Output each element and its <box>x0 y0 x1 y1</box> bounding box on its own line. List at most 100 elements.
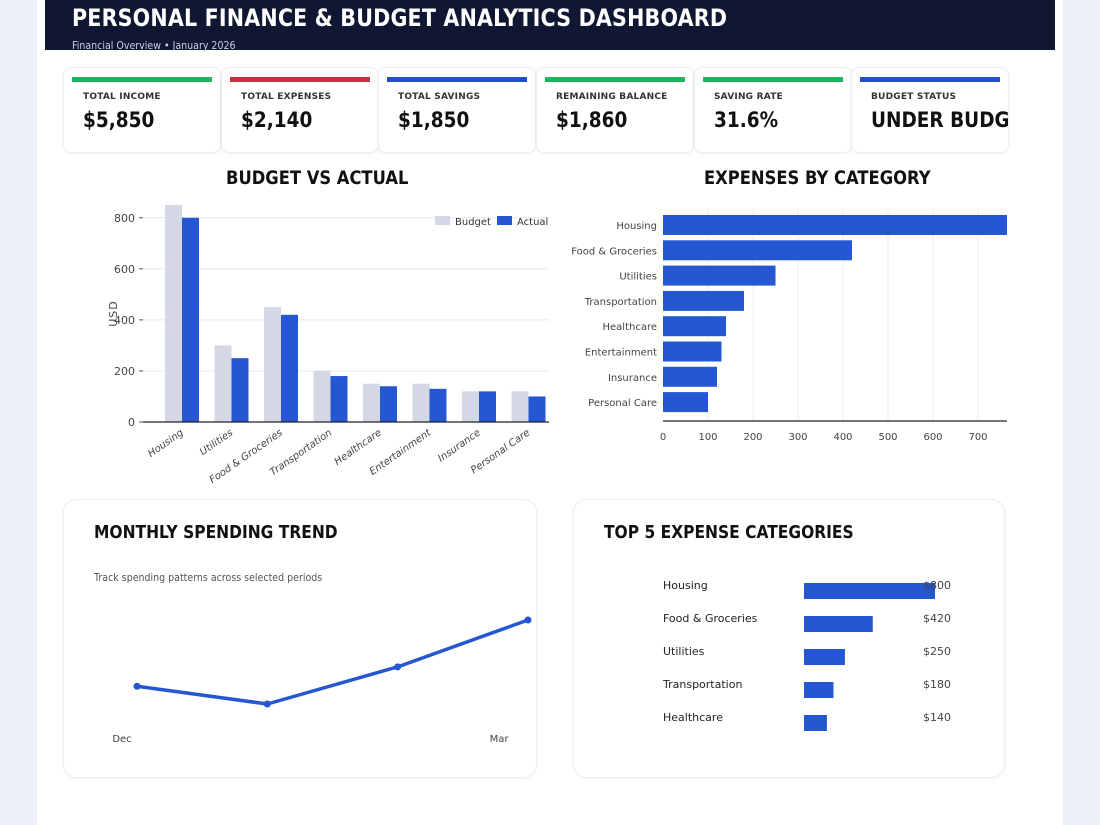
x-tick-label: 0 <box>660 432 666 443</box>
dashboard-subtitle: Financial Overview • January 2026 <box>72 39 236 52</box>
y-tick-label: Personal Care <box>588 398 657 409</box>
expenses-by-category-title: EXPENSES BY CATEGORY <box>704 167 931 189</box>
dashboard-title: PERSONAL FINANCE & BUDGET ANALYTICS DASH… <box>72 4 728 32</box>
kpi-value: 31.6% <box>714 108 779 132</box>
bar <box>663 240 852 261</box>
kpi-label: TOTAL EXPENSES <box>241 92 332 102</box>
kpi-card: REMAINING BALANCE $1,860 <box>536 67 694 153</box>
kpi-accent-bar <box>387 77 527 82</box>
x-tick-label: Utilities <box>198 427 235 458</box>
bar <box>663 215 1007 235</box>
kpi-card: SAVING RATE 31.6% <box>694 67 852 153</box>
category-label: Housing <box>663 579 708 592</box>
bar-actual <box>182 217 199 422</box>
bar <box>804 616 873 632</box>
category-label: Healthcare <box>663 711 723 724</box>
category-label: Utilities <box>663 645 705 658</box>
kpi-value: $1,850 <box>398 108 470 132</box>
kpi-accent-bar <box>545 77 685 82</box>
x-tick-label: 500 <box>878 432 897 443</box>
bar <box>663 341 722 362</box>
x-tick-label: 600 <box>923 432 942 443</box>
legend-swatch <box>497 216 512 225</box>
kpi-card: TOTAL EXPENSES $2,140 <box>221 67 379 153</box>
bar-actual <box>231 358 249 422</box>
y-tick-label: 200 <box>114 365 135 378</box>
bar-budget <box>412 383 430 422</box>
value-label: $800 <box>923 579 951 592</box>
bar-actual <box>281 314 298 422</box>
bar-actual <box>330 376 348 422</box>
top5-expenses-chart: Housing $800 Food & Groceries $420 Utilities… <box>662 579 951 731</box>
y-tick-label: 600 <box>114 263 135 276</box>
y-tick-label: Healthcare <box>602 322 657 333</box>
y-tick-label: 400 <box>114 314 135 327</box>
kpi-card: TOTAL INCOME $5,850 <box>63 67 221 153</box>
value-label: $180 <box>923 678 951 691</box>
budget-vs-actual-title: BUDGET VS ACTUAL <box>226 167 409 189</box>
bar <box>804 715 827 731</box>
kpi-value: UNDER BUDGET <box>871 108 1009 132</box>
y-tick-label: Entertainment <box>585 348 657 359</box>
legend-label: Actual <box>517 217 548 228</box>
y-tick-label: Insurance <box>608 373 657 384</box>
bar-budget <box>363 383 380 422</box>
value-label: $250 <box>923 645 951 658</box>
bar <box>663 316 726 337</box>
x-tick-label: Mar <box>490 734 510 745</box>
top5-expenses-title: TOP 5 EXPENSE CATEGORIES <box>604 522 854 543</box>
kpi-label: TOTAL SAVINGS <box>398 92 481 102</box>
kpi-label: TOTAL INCOME <box>83 92 161 102</box>
monthly-spending-card: MONTHLY SPENDING TREND Track spending pa… <box>63 499 537 778</box>
bar <box>804 583 935 599</box>
bar <box>804 682 834 698</box>
kpi-label: REMAINING BALANCE <box>556 92 668 102</box>
trend-point <box>133 682 141 690</box>
expenses-by-category-chart: 0100200300400500600700800HousingFood & G… <box>571 208 1007 443</box>
x-tick-label: Housing <box>146 427 186 459</box>
bar <box>663 290 744 311</box>
bar-actual <box>380 386 397 422</box>
trend-point <box>263 700 271 708</box>
kpi-value: $1,860 <box>556 108 628 132</box>
dashboard-header: PERSONAL FINANCE & BUDGET ANALYTICS DASH… <box>45 0 1055 52</box>
x-tick-label: Insurance <box>436 427 482 464</box>
dashboard-page: PERSONAL FINANCE & BUDGET ANALYTICS DASH… <box>37 0 1063 825</box>
category-label: Transportation <box>662 678 742 691</box>
monthly-spending-title: MONTHLY SPENDING TREND <box>94 522 338 543</box>
kpi-accent-bar <box>230 77 370 82</box>
y-tick-label: Housing <box>616 221 657 232</box>
y-axis-label: USD <box>107 300 120 327</box>
x-tick-label: 400 <box>833 432 852 443</box>
x-tick-label: 100 <box>698 432 717 443</box>
kpi-card: TOTAL SAVINGS $1,850 <box>378 67 536 153</box>
x-tick-label: 300 <box>788 432 807 443</box>
y-tick-label: Utilities <box>619 272 657 283</box>
bar-budget <box>214 345 232 422</box>
kpi-label: BUDGET STATUS <box>871 92 957 102</box>
top5-expenses-card: TOP 5 EXPENSE CATEGORIES Housing $800 Food… <box>573 499 1005 778</box>
bar <box>663 366 717 387</box>
kpi-accent-bar <box>72 77 212 82</box>
category-label: Food & Groceries <box>663 612 758 625</box>
y-tick-label: 0 <box>128 416 135 429</box>
kpi-value: $5,850 <box>83 108 155 132</box>
bar-budget <box>165 205 182 422</box>
legend-label: Budget <box>455 217 491 228</box>
x-tick-label: 200 <box>743 432 762 443</box>
bar-actual <box>479 391 496 422</box>
kpi-label: SAVING RATE <box>714 92 783 102</box>
bar-budget <box>511 391 529 422</box>
bar-actual <box>429 388 447 422</box>
monthly-spending-subtitle: Track spending patterns across selected … <box>94 571 323 584</box>
kpi-accent-bar <box>703 77 843 82</box>
kpi-accent-bar <box>860 77 1000 82</box>
x-tick-label: Dec <box>112 734 131 745</box>
bar <box>804 649 845 665</box>
trend-point <box>394 663 402 671</box>
legend-swatch <box>435 216 450 225</box>
kpi-value: $2,140 <box>241 108 313 132</box>
bar-budget <box>313 370 331 422</box>
monthly-spending-chart: Dec Mar <box>112 616 532 745</box>
